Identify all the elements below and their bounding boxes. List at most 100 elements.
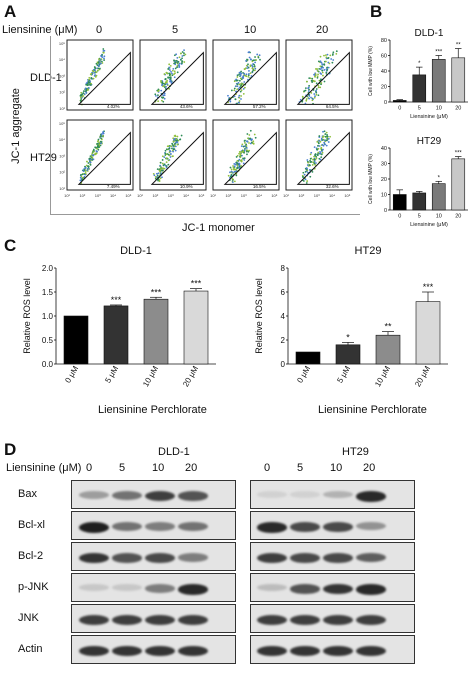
flow-xtick-label: 10⁴: [110, 193, 116, 198]
flow-dot: [315, 88, 318, 90]
flow-dot: [319, 65, 322, 68]
flow-ytick-label: 10²: [59, 170, 65, 175]
flow-dot: [100, 142, 103, 145]
flow-dot: [311, 163, 314, 166]
wb-band: [323, 584, 353, 595]
flow-dot: [161, 99, 163, 102]
flow-dot: [314, 75, 316, 78]
flow-dot: [248, 134, 251, 136]
flow-dot: [101, 62, 104, 64]
panel-a-x-axis-label: JC-1 monomer: [182, 222, 255, 234]
chart-c-dld1: DLD-1 0.0 0.5 1.0 1.5 2.0 Relative ROS level 0 …: [22, 245, 216, 388]
panel-a-dose-10: 10: [244, 24, 257, 36]
chart-xtick-label: 20 μM: [413, 364, 432, 388]
flow-dot: [154, 177, 157, 180]
flow-dot: [79, 176, 82, 179]
flow-dot: [325, 72, 328, 74]
flow-dot: [243, 159, 246, 161]
flow-plot-ht29-20: 32.6% 10¹ 10² 10³ 10⁴ 10⁵: [283, 119, 353, 198]
flow-dot: [325, 56, 328, 59]
flow-dot: [245, 59, 247, 62]
flow-dot: [83, 169, 86, 171]
flow-dot: [172, 148, 175, 151]
wb-band: [257, 553, 287, 563]
flow-dot: [97, 67, 100, 70]
flow-dot: [247, 75, 250, 78]
flow-dot: [155, 95, 157, 97]
flow-dot: [307, 161, 310, 164]
wb-protein-label-pjnk: p-JNK: [18, 581, 49, 593]
flow-dot: [233, 95, 236, 98]
flow-dot: [236, 85, 239, 88]
flow-dot: [245, 73, 248, 76]
chart-significance: ***: [435, 50, 443, 56]
flow-dot: [322, 74, 324, 77]
flow-dot: [253, 65, 256, 68]
flow-dot: [183, 49, 185, 52]
flow-dot: [171, 74, 174, 77]
flow-dot: [249, 58, 252, 61]
flow-dot: [239, 90, 242, 93]
flow-dot: [168, 87, 171, 90]
chart-significance: ***: [151, 287, 162, 297]
flow-dot: [172, 155, 174, 158]
wb-band: [178, 553, 208, 562]
flow-dot: [238, 151, 241, 153]
chart-bar: [412, 74, 427, 103]
chart-xlabel: Liensinine (μM): [410, 222, 448, 228]
flow-dot: [320, 137, 323, 140]
flow-plot-dld1-20: 64.5%: [285, 39, 353, 111]
chart-xtick-label: 0: [398, 214, 401, 220]
flow-dot: [89, 157, 92, 160]
flow-dot: [319, 60, 322, 63]
flow-dot: [172, 140, 175, 143]
wb-band: [79, 584, 109, 591]
flow-dot: [167, 159, 170, 162]
chart-title: HT29: [355, 245, 382, 257]
wb-band: [257, 646, 287, 657]
flow-dot: [244, 147, 246, 150]
flow-dot: [310, 92, 313, 94]
flow-dot: [172, 150, 175, 153]
flow-dot: [94, 74, 97, 76]
flow-dot: [240, 98, 242, 100]
flow-dot: [159, 170, 161, 173]
flow-dot: [318, 135, 321, 137]
flow-dot: [233, 80, 236, 83]
flow-dot: [161, 159, 164, 161]
flow-dot: [319, 68, 322, 71]
flow-dot: [251, 67, 254, 70]
wb-band: [257, 491, 287, 498]
flow-dot: [173, 70, 176, 73]
flow-dot: [84, 87, 87, 90]
wb-dose-ht29-5: 5: [297, 462, 304, 474]
wb-band: [178, 491, 208, 501]
wb-dose-ht29-0: 0: [264, 462, 271, 474]
chart-ytick-label: 6: [281, 288, 286, 297]
flow-dot: [175, 138, 178, 141]
flow-dot: [248, 70, 250, 72]
flow-dot: [245, 145, 248, 147]
flow-dot: [79, 99, 82, 102]
wb-protein-label-jnk: JNK: [18, 612, 39, 624]
wb-band: [323, 522, 353, 532]
flow-dot: [97, 69, 99, 72]
flow-dot: [229, 171, 231, 174]
flow-dot: [234, 98, 237, 101]
chart-ytick-label: 1.5: [42, 288, 54, 297]
flow-dot: [308, 77, 311, 80]
flow-gate: [77, 51, 131, 105]
wb-band: [323, 615, 353, 625]
flow-ytick-label: 10¹: [59, 106, 65, 111]
flow-dot: [317, 73, 319, 76]
flow-dot: [85, 83, 88, 86]
flow-dot: [313, 158, 316, 161]
flow-dot: [321, 65, 323, 68]
flow-dot: [232, 165, 234, 167]
flow-dot: [315, 93, 318, 96]
flow-dot: [167, 68, 170, 70]
flow-dot: [97, 61, 100, 64]
wb-band: [79, 491, 109, 499]
flow-dot: [162, 85, 164, 88]
flow-dot: [243, 157, 246, 160]
